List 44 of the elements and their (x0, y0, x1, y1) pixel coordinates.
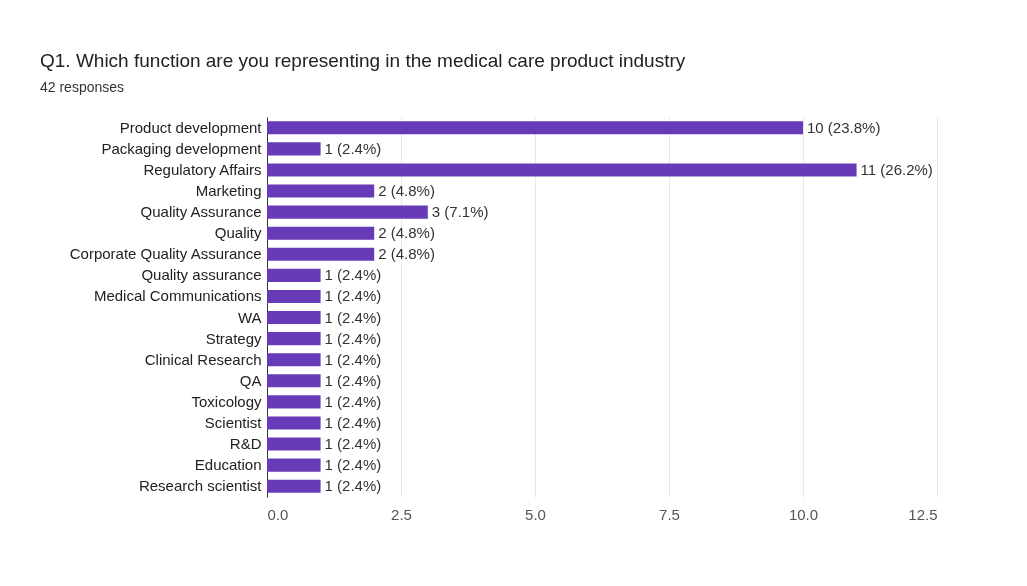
x-tick-label: 7.5 (659, 505, 680, 523)
y-tick-label: Marketing (195, 182, 262, 200)
data-label: 1 (2.4%) (324, 392, 382, 410)
data-label: 1 (2.4%) (324, 287, 382, 305)
y-tick-label: Toxicology (191, 392, 262, 410)
data-label: 1 (2.4%) (324, 350, 382, 368)
x-tick-label: 12.5 (908, 505, 938, 523)
y-tick-label: Scientist (204, 413, 263, 431)
y-tick-label: Corporate Quality Assurance (69, 245, 262, 263)
y-tick-label: Quality Assurance (140, 203, 262, 221)
data-label: 10 (23.8%) (807, 118, 881, 136)
y-tick-label: Packaging development (101, 139, 263, 157)
data-label: 1 (2.4%) (324, 456, 382, 474)
y-tick-label: Medical Communications (93, 287, 262, 305)
y-tick-label: Quality assurance (141, 266, 262, 284)
data-label: 1 (2.4%) (324, 435, 382, 453)
data-label: 1 (2.4%) (324, 477, 382, 495)
y-tick-label: QA (239, 371, 262, 389)
x-tick-label: 5.0 (525, 505, 546, 523)
data-label: 1 (2.4%) (324, 308, 382, 326)
x-tick-label: 0.0 (267, 505, 289, 523)
data-label: 1 (2.4%) (324, 139, 382, 157)
data-label: 1 (2.4%) (324, 371, 382, 389)
data-label: 11 (26.2%) (860, 160, 933, 178)
y-tick-label: R&D (229, 435, 262, 453)
data-label: 2 (4.8%) (378, 182, 435, 200)
x-tick-label: 2.5 (391, 505, 412, 523)
y-tick-label: Product development (119, 118, 263, 136)
data-label: 1 (2.4%) (324, 329, 382, 347)
y-tick-label: Clinical Research (144, 350, 262, 368)
chart-title: Q1. Which function are you representing in the medical care product industry (40, 50, 686, 71)
y-tick-label: Education (194, 456, 262, 474)
text: 42 responses (40, 79, 125, 95)
y-tick-label: WA (237, 308, 262, 326)
y-tick-label: Research scientist (138, 477, 263, 495)
y-tick-label: Quality (214, 224, 262, 242)
data-label: 1 (2.4%) (324, 266, 382, 284)
data-label: 3 (7.1%) (431, 203, 489, 221)
data-label: 2 (4.8%) (378, 245, 435, 263)
x-tick-label: 10.0 (788, 505, 819, 523)
y-tick-label: Regulatory Affairs (143, 160, 262, 178)
data-label: 2 (4.8%) (378, 224, 435, 242)
data-label: 1 (2.4%) (324, 413, 382, 431)
y-tick-label: Strategy (205, 329, 262, 347)
